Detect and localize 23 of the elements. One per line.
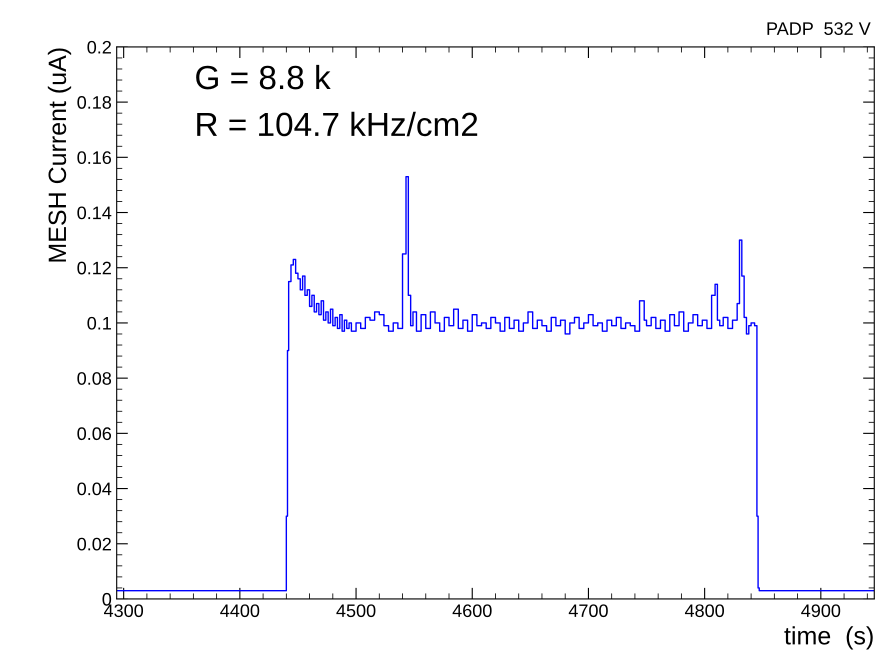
- annotation: R = 104.7 kHz/cm2: [197, 112, 478, 136]
- x-tick-label: 4700: [568, 604, 608, 618]
- x-tick-label: 4500: [336, 604, 376, 618]
- y-tick-label: 0.12: [77, 262, 111, 274]
- y-tick-label: 0.08: [77, 372, 112, 385]
- annotation: G = 8.8 k: [196, 64, 331, 90]
- y-tick-label: 0.04: [77, 482, 112, 496]
- y-tick-label: 0.1: [87, 316, 111, 330]
- y-tick-label: 0.14: [77, 206, 112, 220]
- y-tick-label: 0.06: [77, 427, 112, 440]
- x-tick-label: 4900: [801, 604, 840, 618]
- y-axis-title: MESH Current (uA): [48, 48, 72, 262]
- x-tick-label: 4300: [104, 604, 144, 618]
- x-axis-title: time (s): [784, 626, 873, 650]
- y-tick-label: 0.02: [77, 538, 111, 550]
- y-tick-label: 0.2: [87, 40, 111, 54]
- y-tick-label: 0.16: [77, 151, 112, 164]
- y-tick-label: 0.18: [77, 96, 112, 109]
- x-tick-label: 4400: [220, 604, 260, 618]
- y-tick-label: 0: [102, 592, 112, 606]
- x-tick-label: 4800: [684, 604, 724, 618]
- text: PADP 532 V: [767, 22, 871, 35]
- x-tick-label: 4600: [452, 604, 492, 618]
